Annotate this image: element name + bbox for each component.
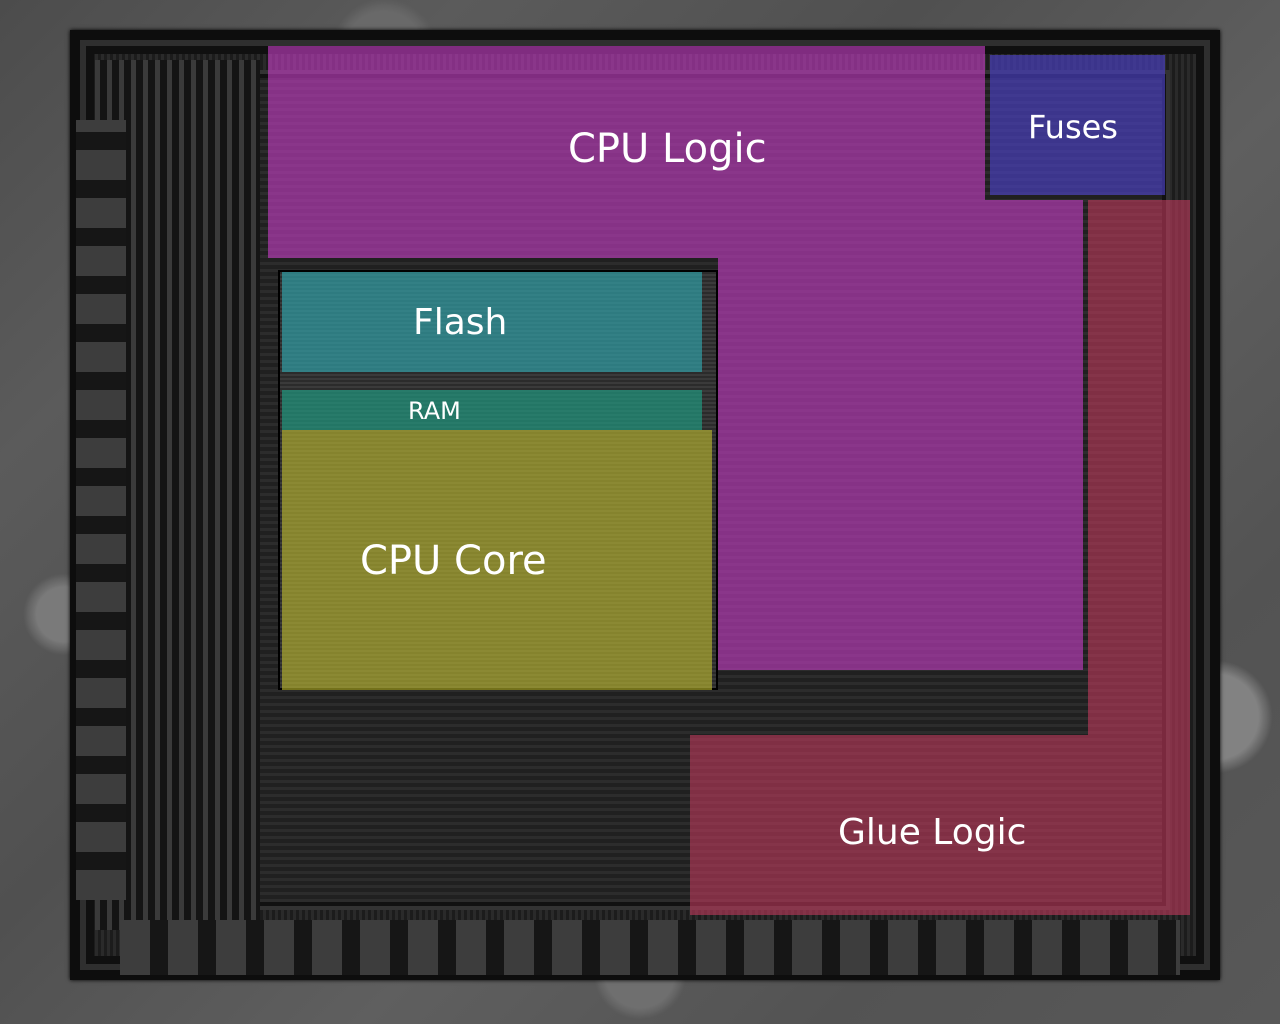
label-glue_logic: Glue Logic (838, 812, 1026, 853)
label-ram: RAM (408, 397, 461, 425)
label-fuses: Fuses (1028, 108, 1118, 146)
region-ram (282, 390, 702, 430)
diagram-stage: Glue Logic CPU Logic Fuses Flash RAM CPU Core (0, 0, 1280, 1024)
label-cpu_logic: CPU Logic (568, 126, 767, 172)
label-flash: Flash (413, 302, 507, 343)
regions-labels-layer: Glue Logic CPU Logic Fuses Flash RAM CPU Core (0, 0, 1280, 1024)
label-cpu_core: CPU Core (360, 538, 547, 584)
